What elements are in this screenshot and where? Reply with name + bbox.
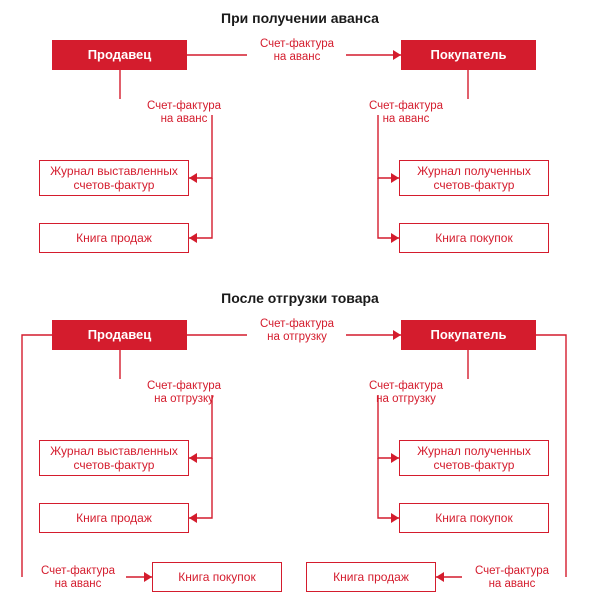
advance-book_sales-node: Книга продаж xyxy=(39,223,189,253)
advance-book_buy-node: Книга покупок xyxy=(399,223,549,253)
advance-edge-label-main: Счет-фактурана аванс xyxy=(247,38,347,64)
shipment-journal_out-node: Журнал выставленныхсчетов-фактур xyxy=(39,440,189,476)
shipment-edge-label-left: Счет-фактурана отгрузку xyxy=(134,380,234,406)
advance-seller-node: Продавец xyxy=(52,40,187,70)
shipment-bottom_buy-node: Книга покупок xyxy=(152,562,282,592)
advance-edge-label-right: Счет-фактурана аванс xyxy=(356,100,456,126)
advance-journal_out-node: Журнал выставленныхсчетов-фактур xyxy=(39,160,189,196)
shipment-journal_in-node: Журнал полученныхсчетов-фактур xyxy=(399,440,549,476)
shipment-edge-label-right: Счет-фактурана отгрузку xyxy=(356,380,456,406)
shipment-book_sales-node: Книга продаж xyxy=(39,503,189,533)
section-title-shipment: После отгрузки товара xyxy=(0,290,600,306)
shipment-buyer-node: Покупатель xyxy=(401,320,536,350)
advance-edge-label-left: Счет-фактурана аванс xyxy=(134,100,234,126)
section-title-advance: При получении аванса xyxy=(0,10,600,26)
shipment-book_buy-node: Книга покупок xyxy=(399,503,549,533)
shipment-edge-label-bleft: Счет-фактурана аванс xyxy=(28,565,128,591)
shipment-bottom_sales-node: Книга продаж xyxy=(306,562,436,592)
shipment-edge-label-main: Счет-фактурана отгрузку xyxy=(247,318,347,344)
advance-journal_in-node: Журнал полученныхсчетов-фактур xyxy=(399,160,549,196)
shipment-seller-node: Продавец xyxy=(52,320,187,350)
advance-buyer-node: Покупатель xyxy=(401,40,536,70)
shipment-edge-label-bright: Счет-фактурана аванс xyxy=(462,565,562,591)
